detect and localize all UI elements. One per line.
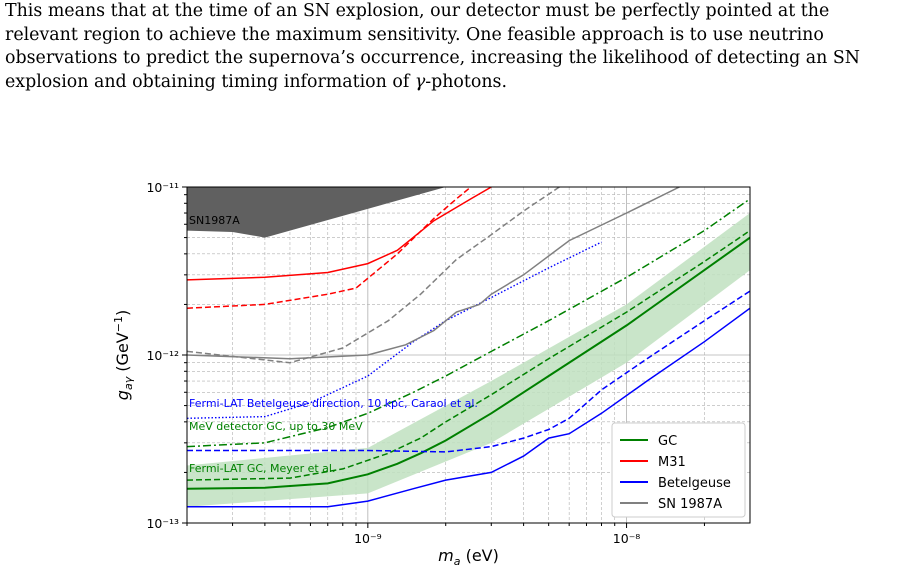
y-axis-label: gaγ (GeV−1) (112, 310, 135, 400)
legend: GC M31 Betelgeuse SN 1987A (611, 422, 746, 518)
annotation-3: Fermi-LAT GC, Meyer et al. (189, 462, 335, 475)
plot-area: SN1987A Fermi-LAT Betelgeuse direction, 1… (187, 187, 750, 523)
gc-uncertainty-band (187, 213, 750, 507)
x-axis-label: ma (eV) (438, 546, 499, 568)
annotation-2: MeV detector GC, up to 30 MeV (189, 420, 363, 433)
paragraph-line-4: explosion and obtaining timing informati… (5, 71, 914, 95)
series-line-7 (187, 241, 602, 419)
x-tick-label: 10⁻⁸ (613, 531, 641, 546)
paragraph-line-4-end: -photons. (425, 71, 508, 92)
legend-label-1: M31 (658, 455, 686, 470)
series-line-9 (187, 187, 560, 364)
body-paragraph: This means that at the time of an SN exp… (5, 0, 914, 94)
series-line-3 (187, 187, 492, 281)
x-tick-label: 10⁻⁹ (354, 531, 382, 546)
series-line-4 (187, 187, 472, 309)
paragraph-line-1: This means that at the time of an SN exp… (5, 1, 830, 21)
y-tick-label: 10⁻¹¹ (146, 180, 179, 195)
sn1987a-excluded-region (187, 187, 446, 238)
y-tick-label: 10⁻¹³ (146, 516, 179, 531)
annotation-1: Fermi-LAT Betelgeuse direction, 10 kpc, … (189, 397, 478, 410)
legend-box (611, 422, 746, 518)
series-line-8 (187, 187, 680, 360)
series-line-1 (187, 229, 750, 481)
gamma-symbol: γ (414, 71, 426, 92)
legend-label-2: Betelgeuse (658, 476, 731, 491)
legend-label-0: GC (658, 434, 677, 449)
series-line-2 (187, 198, 750, 448)
series-line-6 (187, 290, 750, 453)
paragraph-line-2: relevant region to achieve the maximum s… (5, 24, 824, 45)
series-line-5 (187, 307, 750, 508)
paragraph-line-3: observations to predict the supernova’s … (5, 48, 860, 68)
y-tick-label: 10⁻¹² (146, 348, 179, 363)
annotation-0: SN1987A (189, 214, 240, 227)
legend-label-3: SN 1987A (658, 497, 722, 512)
series-line-0 (187, 236, 750, 490)
paragraph-line-4-text: explosion and obtaining timing informati… (5, 71, 415, 92)
